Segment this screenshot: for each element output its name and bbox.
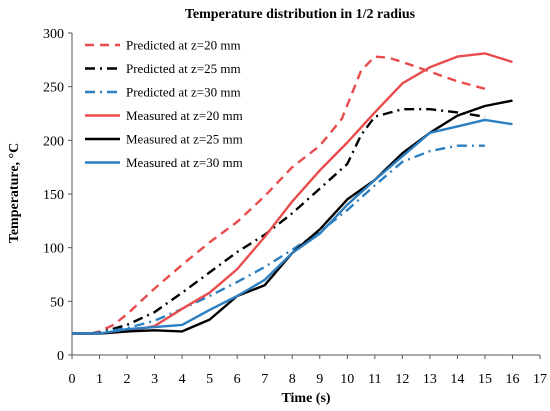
series-line-6 <box>72 118 513 335</box>
x-tick-label: 9 <box>316 372 323 387</box>
x-tick-label: 2 <box>124 372 131 387</box>
legend-label-5: Measured at z=25 mm <box>126 132 243 147</box>
x-tick-label: 6 <box>234 372 241 387</box>
legend: Predicted at z=20 mm Predicted at z=25 mm… <box>85 38 243 170</box>
x-tick-label: 8 <box>289 372 296 387</box>
legend-label-1: Predicted at z=20 mm <box>126 38 241 53</box>
y-tick-label: 100 <box>43 242 64 257</box>
y-tick-label: 50 <box>50 295 64 310</box>
y-tick-label: 300 <box>43 27 64 42</box>
x-tick-label: 0 <box>69 372 76 387</box>
y-axis-label: Temperature, °C <box>7 143 22 243</box>
y-tick-labels: 0 50 100 150 200 250 300 <box>43 27 72 364</box>
x-tick-label: 14 <box>450 372 464 387</box>
x-tick-label: 17 <box>533 372 547 387</box>
x-tick-label: 4 <box>179 372 186 387</box>
x-tick-label: 15 <box>478 372 492 387</box>
x-tick-label: 11 <box>368 372 381 387</box>
x-tick-label: 13 <box>423 372 437 387</box>
x-tick-label: 10 <box>340 372 354 387</box>
x-tick-label: 3 <box>151 372 158 387</box>
y-tick-label: 200 <box>43 134 64 149</box>
series-line-3 <box>91 144 485 335</box>
y-tick-label: 150 <box>43 188 64 203</box>
y-tick-label: 0 <box>57 349 64 364</box>
x-tick-label: 1 <box>96 372 103 387</box>
x-tick-label: 5 <box>206 372 213 387</box>
x-axis-label: Time (s) <box>281 391 330 406</box>
series-line-1 <box>91 55 486 335</box>
x-tick-labels: 0 1 2 3 4 5 6 7 8 9 10 11 12 13 14 15 16 17 <box>69 355 547 387</box>
x-tick-label: 12 <box>395 372 409 387</box>
chart-title: Temperature distribution in 1/2 radius <box>185 7 416 22</box>
legend-label-6: Measured at z=30 mm <box>126 155 243 170</box>
axes <box>71 33 540 356</box>
legend-label-3: Predicted at z=30 mm <box>126 85 241 100</box>
y-tick-label: 250 <box>43 81 64 96</box>
x-tick-label: 16 <box>505 372 519 387</box>
legend-label-4: Measured at z=20 mm <box>126 108 243 123</box>
legend-label-2: Predicted at z=25 mm <box>126 61 241 76</box>
series-line-2 <box>91 107 486 335</box>
x-tick-label: 7 <box>261 372 268 387</box>
series-lines <box>72 52 513 335</box>
